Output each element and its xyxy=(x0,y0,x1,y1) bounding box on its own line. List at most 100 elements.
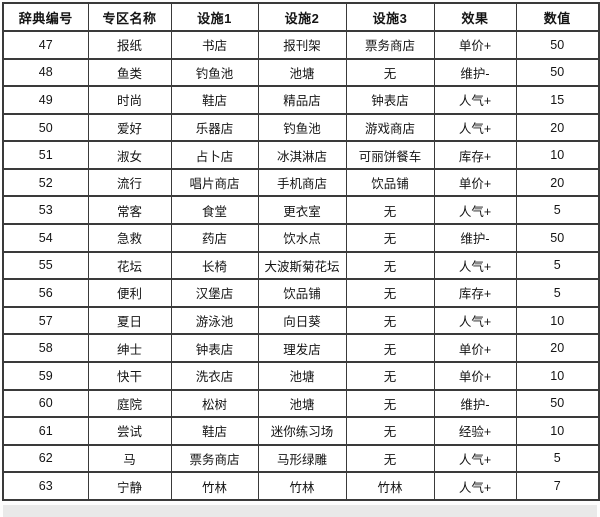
table-cell: 15 xyxy=(515,85,600,115)
table-cell: 时尚 xyxy=(87,85,172,115)
table-cell: 报纸 xyxy=(87,30,172,60)
table-cell: 维护- xyxy=(433,388,517,419)
column-header-value: 数值 xyxy=(515,2,600,32)
table-cell: 人气+ xyxy=(433,250,517,281)
table-cell: 无 xyxy=(345,443,435,474)
table-cell: 向日葵 xyxy=(257,305,347,336)
table-cell: 无 xyxy=(345,416,435,446)
table-cell: 药店 xyxy=(170,223,259,253)
table-cell: 洗衣店 xyxy=(170,360,259,391)
table-cell: 人气+ xyxy=(433,305,517,336)
table-cell: 维护- xyxy=(433,57,517,88)
header-row: 辞典编号 专区名称 设施1 设施2 设施3 效果 数值 xyxy=(2,2,600,32)
table-cell: 单价+ xyxy=(433,360,517,391)
table-cell: 钟表店 xyxy=(170,333,259,363)
table-cell: 53 xyxy=(2,195,89,226)
table-cell: 爱好 xyxy=(87,112,172,143)
table-cell: 流行 xyxy=(87,167,172,198)
table-cell: 10 xyxy=(515,416,600,446)
table-cell: 10 xyxy=(515,140,600,170)
table-cell: 无 xyxy=(345,250,435,281)
table-cell: 钓鱼池 xyxy=(257,112,347,143)
table-cell: 饮品铺 xyxy=(345,167,435,198)
column-header-facility-3: 设施3 xyxy=(345,2,435,32)
table-cell: 5 xyxy=(515,443,600,474)
table-cell: 50 xyxy=(515,388,600,419)
table-cell: 竹林 xyxy=(257,471,347,501)
table-cell: 无 xyxy=(345,360,435,391)
table-row: 51 淑女 占卜店 冰淇淋店 可丽饼餐车 库存+ 10 xyxy=(2,140,600,170)
table-cell: 庭院 xyxy=(87,388,172,419)
table-cell: 书店 xyxy=(170,30,259,60)
table-cell: 62 xyxy=(2,443,89,474)
table-cell: 人气+ xyxy=(433,112,517,143)
table-cell: 宁静 xyxy=(87,471,172,501)
table-cell: 人气+ xyxy=(433,443,517,474)
table-cell: 单价+ xyxy=(433,333,517,363)
column-header-dict-number: 辞典编号 xyxy=(2,2,89,32)
table-cell: 鱼类 xyxy=(87,57,172,88)
table-row: 52 流行 唱片商店 手机商店 饮品铺 单价+ 20 xyxy=(2,167,600,198)
table-cell: 维护- xyxy=(433,223,517,253)
table-cell: 5 xyxy=(515,278,600,308)
table-row: 63 宁静 竹林 竹林 竹林 人气+ 7 xyxy=(2,471,600,501)
table-cell: 迷你练习场 xyxy=(257,416,347,446)
facility-combo-table: 辞典编号 专区名称 设施1 设施2 设施3 效果 数值 47 报纸 书店 报刊架 票务商… xyxy=(2,2,600,501)
table-cell: 游泳池 xyxy=(170,305,259,336)
table-cell: 52 xyxy=(2,167,89,198)
table-cell: 食堂 xyxy=(170,195,259,226)
table-cell: 56 xyxy=(2,278,89,308)
table-cell: 经验+ xyxy=(433,416,517,446)
table-row: 49 时尚 鞋店 精品店 钟表店 人气+ 15 xyxy=(2,85,600,115)
table-cell: 精品店 xyxy=(257,85,347,115)
column-header-effect: 效果 xyxy=(433,2,517,32)
column-header-facility-1: 设施1 xyxy=(170,2,259,32)
table-cell: 池塘 xyxy=(257,57,347,88)
table-cell: 10 xyxy=(515,360,600,391)
table-cell: 10 xyxy=(515,305,600,336)
table-row: 59 快干 洗衣店 池塘无单价+ 10 xyxy=(2,360,600,391)
table-cell: 人气+ xyxy=(433,471,517,501)
table-cell: 大波斯菊花坛 xyxy=(257,250,347,281)
table-cell: 人气+ xyxy=(433,85,517,115)
table-cell: 更衣室 xyxy=(257,195,347,226)
table-cell: 绅士 xyxy=(87,333,172,363)
table-cell: 鞋店 xyxy=(170,416,259,446)
table-cell: 库存+ xyxy=(433,140,517,170)
table-cell: 报刊架 xyxy=(257,30,347,60)
table-cell: 松树 xyxy=(170,388,259,419)
table-cell: 50 xyxy=(515,30,600,60)
table-cell: 47 xyxy=(2,30,89,60)
table-row: 57 夏日 游泳池 向日葵无人气+ 10 xyxy=(2,305,600,336)
table-cell: 20 xyxy=(515,167,600,198)
column-header-facility-2: 设施2 xyxy=(257,2,347,32)
table-cell: 无 xyxy=(345,195,435,226)
table-cell: 常客 xyxy=(87,195,172,226)
table-cell: 可丽饼餐车 xyxy=(345,140,435,170)
table-cell: 冰淇淋店 xyxy=(257,140,347,170)
table-cell: 59 xyxy=(2,360,89,391)
table-cell: 库存+ xyxy=(433,278,517,308)
table-cell: 急救 xyxy=(87,223,172,253)
table-body: 47 报纸 书店 报刊架 票务商店 单价+ 50 48 鱼类 钓鱼池 池塘无维护- 50 49 时尚 鞋店精… xyxy=(2,30,600,501)
table-cell: 20 xyxy=(515,112,600,143)
table-cell: 竹林 xyxy=(170,471,259,501)
table-cell: 无 xyxy=(345,57,435,88)
table-cell: 饮品铺 xyxy=(257,278,347,308)
table-cell: 57 xyxy=(2,305,89,336)
table-cell: 游戏商店 xyxy=(345,112,435,143)
table-cell: 钟表店 xyxy=(345,85,435,115)
table-row: 55 花坛 长椅 大波斯菊花坛无人气+ 5 xyxy=(2,250,600,281)
table-cell: 50 xyxy=(2,112,89,143)
table-cell: 无 xyxy=(345,333,435,363)
table-cell: 理发店 xyxy=(257,333,347,363)
table-cell: 乐器店 xyxy=(170,112,259,143)
table-row: 60 庭院 松树 池塘无维护- 50 xyxy=(2,388,600,419)
table-cell: 饮水点 xyxy=(257,223,347,253)
table-cell: 55 xyxy=(2,250,89,281)
table-row: 62 马票务商店 马形绿雕无人气+ 5 xyxy=(2,443,600,474)
table-cell: 50 xyxy=(515,223,600,253)
table-cell: 51 xyxy=(2,140,89,170)
table-cell: 池塘 xyxy=(257,360,347,391)
